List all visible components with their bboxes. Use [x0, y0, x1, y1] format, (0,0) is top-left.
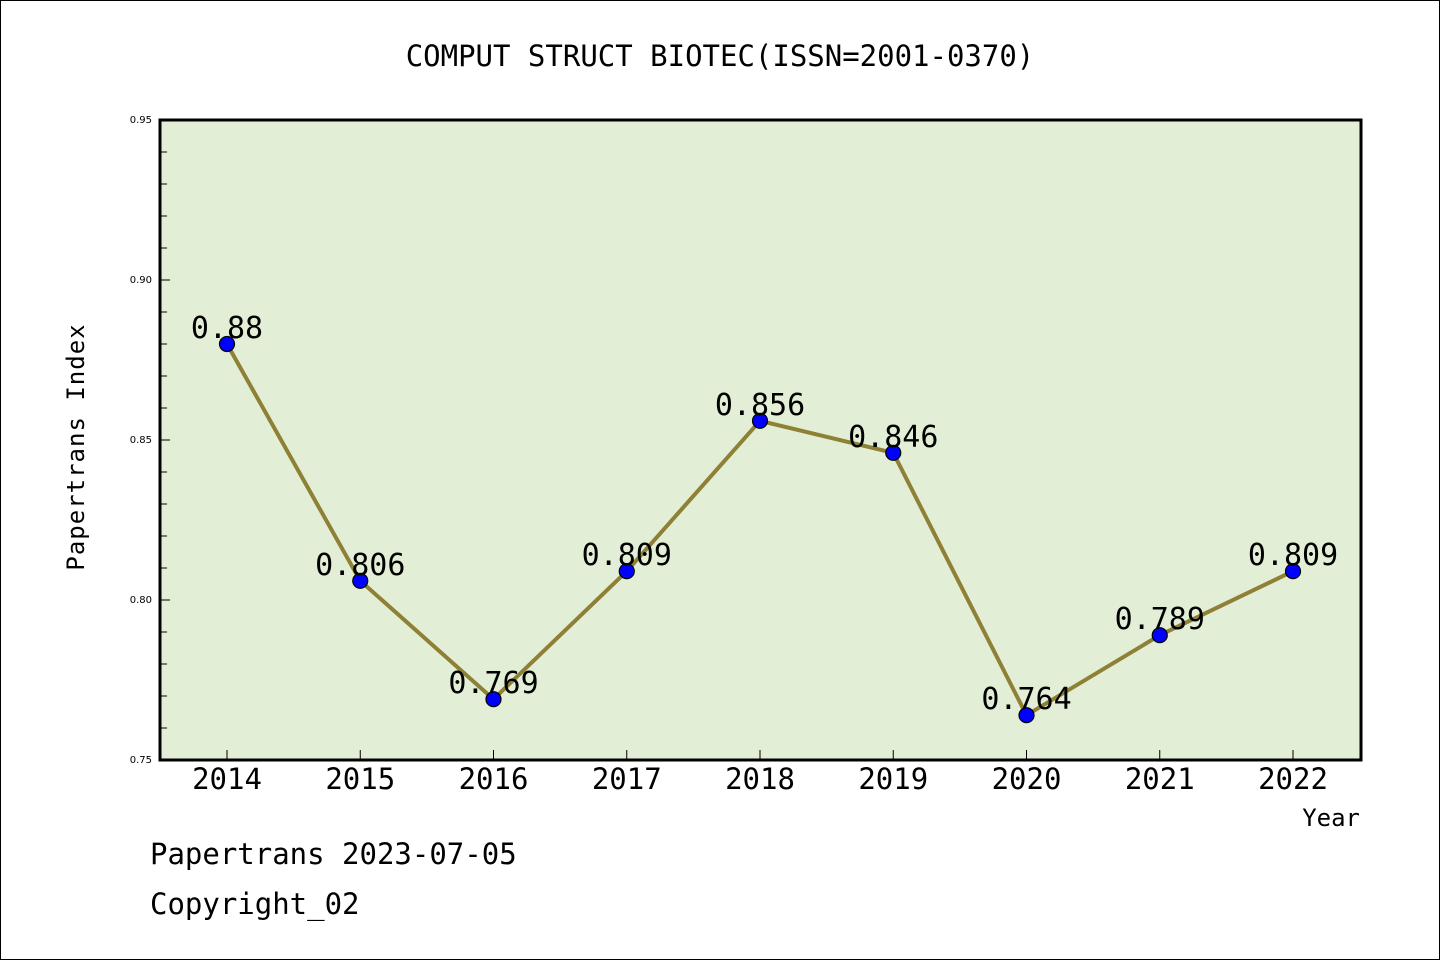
x-tick-label: 2019	[858, 762, 928, 796]
data-point	[485, 691, 502, 708]
chart-title: COMPUT STRUCT BIOTEC(ISSN=2001-0370)	[406, 39, 1035, 73]
footer-date: Papertrans 2023-07-05	[150, 837, 517, 871]
x-tick-label: 2015	[325, 762, 395, 796]
footer-copyright: Copyright_02	[150, 887, 360, 922]
data-label: 0.789	[1115, 602, 1205, 637]
data-label: 0.88	[191, 311, 263, 346]
data-markers	[218, 335, 1302, 724]
x-tick-label: 2016	[459, 762, 529, 796]
data-point	[1018, 707, 1035, 724]
data-point	[1151, 627, 1168, 644]
data-label: 0.809	[1248, 538, 1338, 573]
x-axis-label: Year	[1302, 804, 1360, 832]
data-label: 0.806	[315, 548, 405, 583]
x-tick-label: 2020	[992, 762, 1062, 796]
data-label: 0.764	[981, 682, 1071, 717]
y-tick-label: 0.85	[130, 435, 152, 446]
plot-border	[158, 118, 1363, 762]
data-label: 0.846	[848, 420, 938, 455]
data-point	[1284, 563, 1302, 580]
y-tick-label: 0.75	[130, 755, 152, 766]
data-label: 0.769	[448, 666, 538, 701]
x-axis: 2014 2015 2016 2017 2018 2019 2020 2021 2022	[192, 750, 1328, 796]
x-tick-label: 2017	[592, 762, 662, 796]
data-point	[218, 335, 236, 353]
data-label: 0.856	[715, 388, 805, 423]
y-tick-label: 0.80	[130, 595, 152, 606]
x-tick-label: 2022	[1258, 762, 1328, 796]
y-axis-label: Papertrans Index	[62, 323, 90, 570]
data-point	[751, 412, 769, 429]
x-tick-label: 2021	[1125, 762, 1195, 796]
y-tick-label: 0.90	[130, 275, 152, 286]
data-point	[352, 572, 369, 589]
data-labels: 0.88 0.806 0.769 0.809 0.856 0.846 0.764 0.789 0…	[191, 311, 1338, 717]
x-tick-label: 2014	[192, 762, 262, 796]
data-point	[618, 563, 635, 580]
data-label: 0.809	[582, 538, 672, 573]
y-tick-label: 0.95	[130, 115, 152, 126]
plot-area	[160, 120, 1361, 760]
data-point	[885, 444, 902, 461]
x-tick-label: 2018	[725, 762, 795, 796]
